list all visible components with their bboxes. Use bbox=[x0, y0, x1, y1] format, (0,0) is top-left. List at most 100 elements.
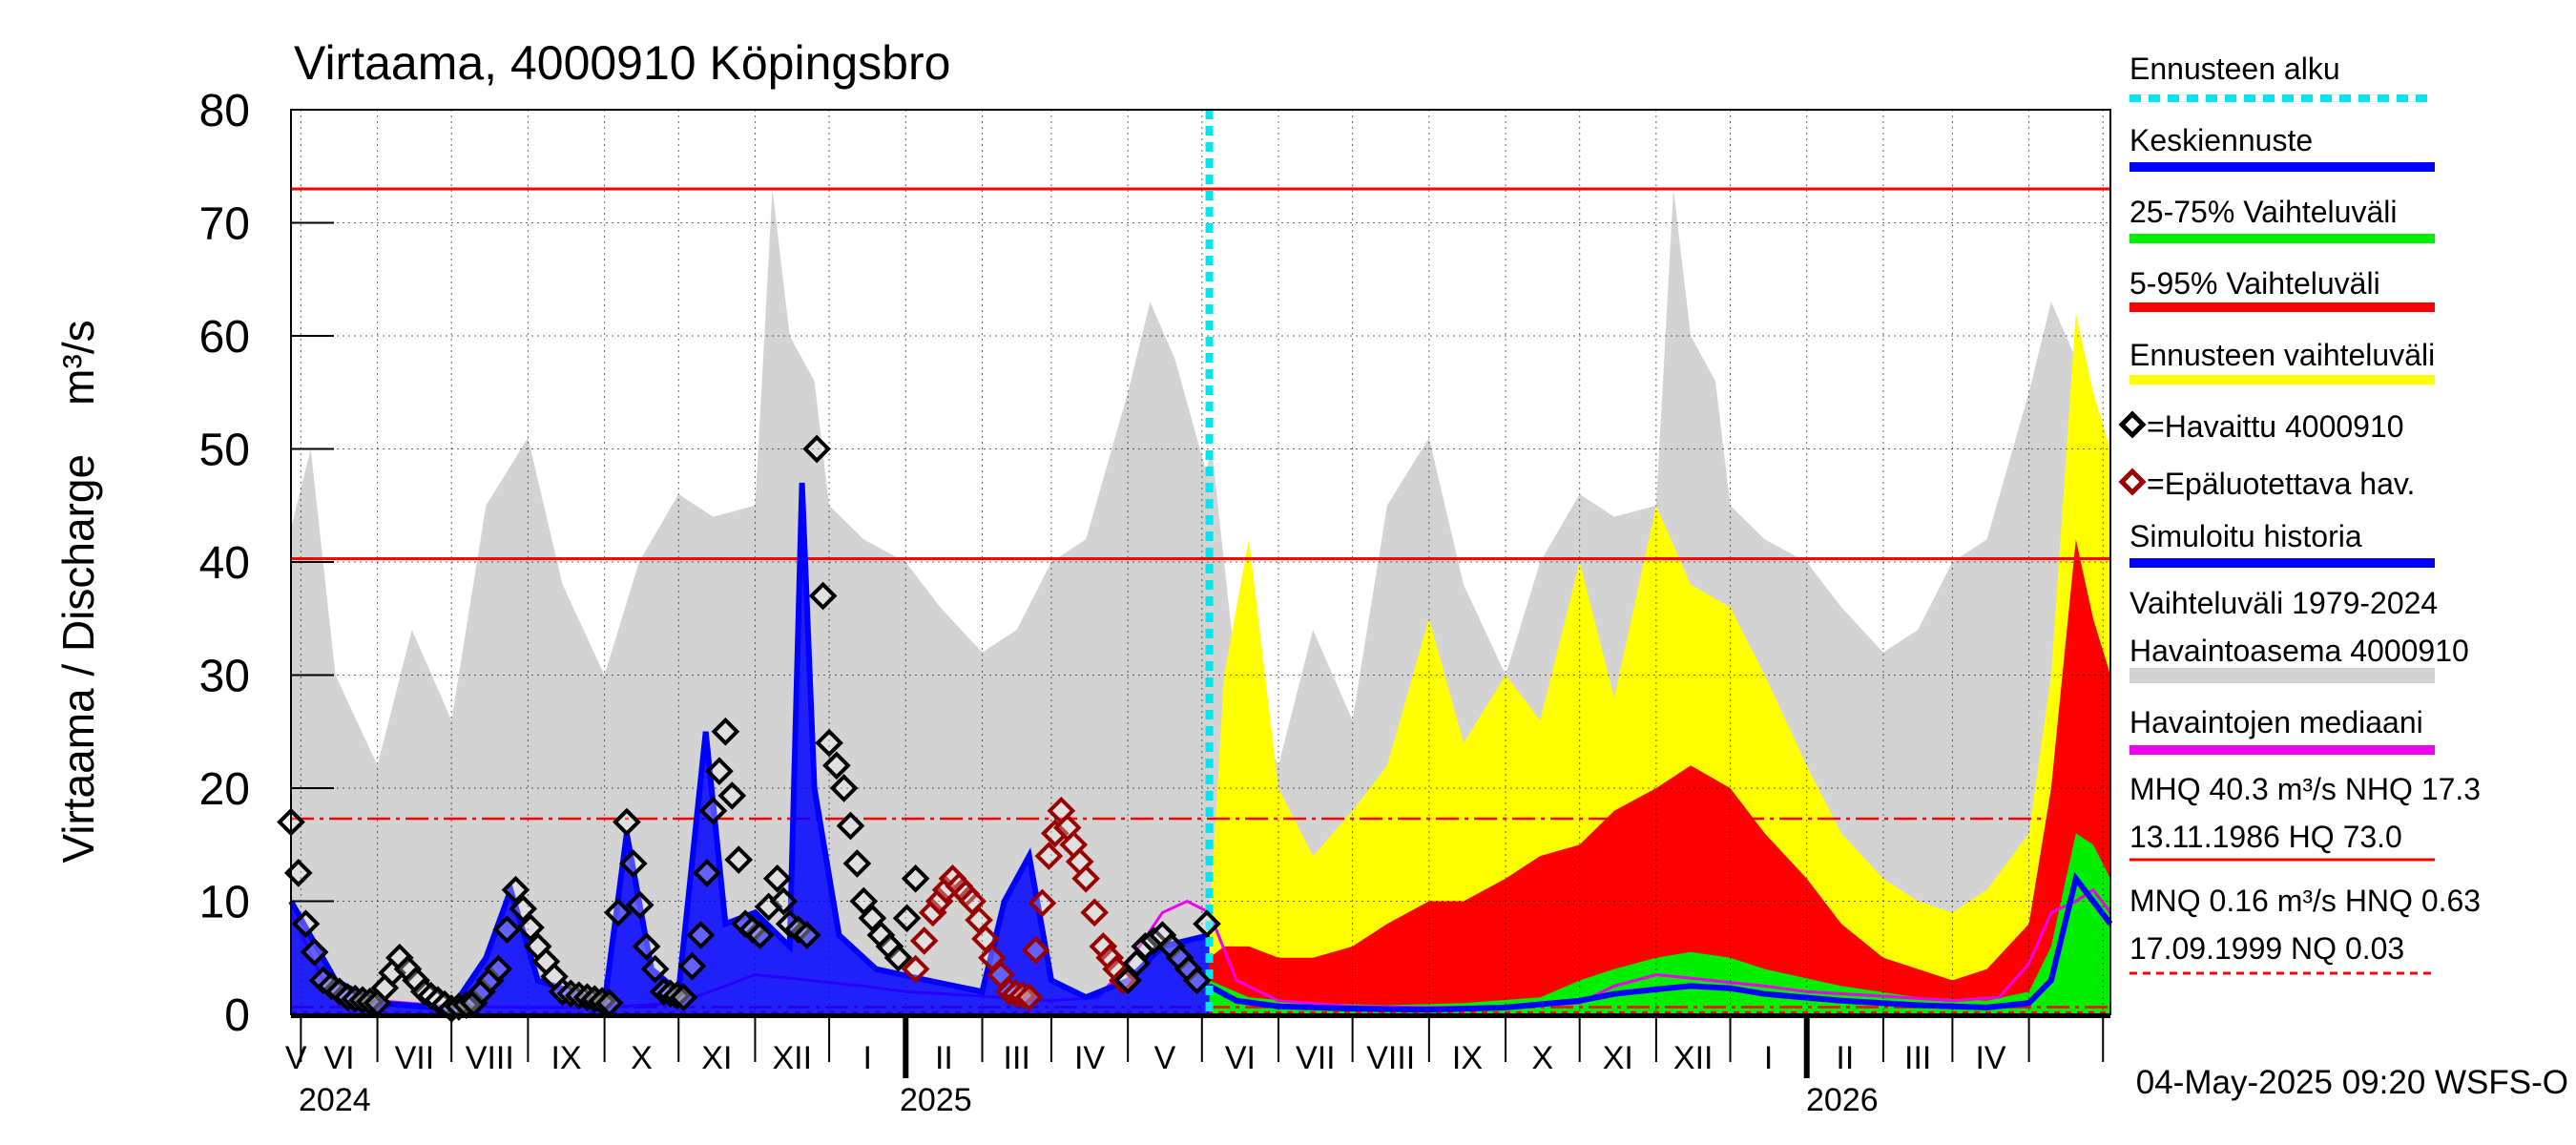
y-tick-label: 70 bbox=[199, 199, 250, 250]
observed-marker bbox=[836, 811, 865, 841]
observed-marker bbox=[677, 951, 707, 981]
observed-marker bbox=[1139, 926, 1169, 955]
x-month-label: VII bbox=[1296, 1040, 1336, 1076]
unreliable-marker bbox=[909, 926, 939, 955]
series-lines-layer bbox=[288, 110, 2113, 1014]
y-tick-label: 0 bbox=[224, 990, 250, 1041]
unreliable-marker bbox=[1041, 819, 1070, 848]
x-month-label: XII bbox=[1673, 1040, 1714, 1076]
x-month-label: XI bbox=[1603, 1040, 1633, 1076]
observed-marker bbox=[693, 859, 721, 887]
y-tick-label: 30 bbox=[199, 652, 250, 702]
y-tick-label: 20 bbox=[199, 764, 250, 815]
x-month-label: VI bbox=[323, 1040, 354, 1076]
unreliable-marker bbox=[1021, 936, 1050, 965]
x-month-label: I bbox=[862, 1040, 871, 1076]
x-month-label: V bbox=[285, 1040, 307, 1076]
unreliable-marker bbox=[1109, 966, 1137, 995]
observed-marker bbox=[1131, 932, 1160, 961]
grid-layer bbox=[291, 110, 2110, 1014]
band-25-75-vaihteluv-li bbox=[1209, 833, 2110, 1014]
observed-marker bbox=[808, 581, 838, 611]
historical-range-area bbox=[291, 189, 1210, 1014]
legend-label: Havaintojen mediaani bbox=[2129, 705, 2423, 739]
x-month-label: XI bbox=[701, 1040, 732, 1076]
observed-marker bbox=[516, 913, 545, 942]
legend-label-line2: Havaintoasema 4000910 bbox=[2129, 634, 2469, 668]
observed-marker bbox=[501, 875, 530, 905]
observed-marker bbox=[802, 434, 831, 464]
observed-marker bbox=[662, 981, 692, 1010]
legend-label: Simuloitu historia bbox=[2129, 519, 2362, 553]
observed-marker bbox=[1182, 966, 1212, 995]
observed-marker bbox=[829, 774, 859, 802]
legend-label-line2: 13.11.1986 HQ 73.0 bbox=[2129, 820, 2402, 854]
observed-marker bbox=[705, 757, 734, 786]
observation-markers-layer bbox=[277, 434, 1221, 1023]
x-month-label: VIII bbox=[466, 1040, 514, 1076]
observed-marker bbox=[604, 898, 633, 927]
x-year-label: 2024 bbox=[299, 1082, 371, 1118]
observed-marker bbox=[385, 943, 414, 972]
legend-label: 5-95% Vaihteluväli bbox=[2129, 266, 2380, 301]
legend-label: MHQ 40.3 m³/s NHQ 17.3 bbox=[2129, 772, 2481, 806]
unreliable-marker bbox=[1095, 943, 1125, 972]
observed-marker bbox=[613, 807, 641, 837]
legend-diamond-icon bbox=[2118, 410, 2147, 439]
x-month-label: V bbox=[1154, 1040, 1176, 1076]
band-ennusteen-vaihteluv-li bbox=[1209, 313, 2110, 1014]
x-month-label: II bbox=[935, 1040, 953, 1076]
unreliable-marker bbox=[918, 898, 947, 927]
observed-marker bbox=[724, 845, 754, 874]
simulated-history-line bbox=[288, 482, 1211, 1012]
observed-marker bbox=[669, 983, 698, 1012]
observed-marker bbox=[698, 796, 728, 825]
x-month-label: VI bbox=[1225, 1040, 1256, 1076]
legend-diamond-icon bbox=[2118, 468, 2147, 496]
unreliable-marker bbox=[978, 943, 1007, 972]
observed-marker bbox=[509, 894, 538, 924]
y-tick-label: 10 bbox=[199, 878, 250, 928]
unreliable-marker bbox=[1028, 888, 1057, 918]
legend-label: 25-75% Vaihteluväli bbox=[2129, 195, 2397, 229]
legend-label-line2: 17.09.1999 NQ 0.03 bbox=[2129, 931, 2404, 966]
x-month-label: IV bbox=[1975, 1040, 2005, 1076]
chart-title: Virtaama, 4000910 Köpingsbro bbox=[294, 36, 950, 90]
observed-marker bbox=[717, 781, 747, 810]
y-axis-label: Virtaama / Discharge m³/s bbox=[53, 320, 103, 863]
observed-marker bbox=[901, 864, 930, 893]
y-tick-label: 40 bbox=[199, 538, 250, 589]
observed-marker bbox=[475, 966, 505, 995]
observed-marker bbox=[300, 937, 329, 967]
observed-marker bbox=[1113, 966, 1142, 995]
legend-label: MNQ 0.16 m³/s HNQ 0.63 bbox=[2129, 884, 2481, 918]
observed-marker bbox=[762, 864, 792, 893]
x-month-label: III bbox=[1904, 1040, 1931, 1076]
legend-label: Keskiennuste bbox=[2129, 123, 2313, 157]
observed-marker bbox=[393, 954, 423, 984]
x-month-label: IV bbox=[1074, 1040, 1105, 1076]
observed-marker bbox=[745, 921, 775, 949]
y-tick-label: 50 bbox=[199, 426, 250, 476]
observed-marker bbox=[618, 849, 648, 878]
x-month-label: IX bbox=[551, 1040, 581, 1076]
x-month-label: IX bbox=[1452, 1040, 1483, 1076]
observed-marker bbox=[842, 849, 872, 878]
x-month-label: I bbox=[1764, 1040, 1773, 1076]
observed-marker bbox=[1193, 909, 1221, 939]
x-month-label: X bbox=[1532, 1040, 1554, 1076]
unreliable-marker bbox=[1080, 898, 1110, 927]
unreliable-marker bbox=[1034, 842, 1064, 870]
forecast-bands-layer bbox=[1209, 313, 2110, 1014]
observed-marker bbox=[484, 954, 513, 984]
unreliable-marker bbox=[924, 886, 954, 916]
observed-marker bbox=[711, 717, 740, 746]
y-tick-label: 80 bbox=[199, 86, 250, 136]
observed-marker bbox=[632, 932, 661, 961]
observed-marker bbox=[849, 886, 879, 916]
x-month-label: II bbox=[1836, 1040, 1854, 1076]
y-tick-label: 60 bbox=[199, 312, 250, 363]
unreliable-marker bbox=[1008, 981, 1037, 1010]
